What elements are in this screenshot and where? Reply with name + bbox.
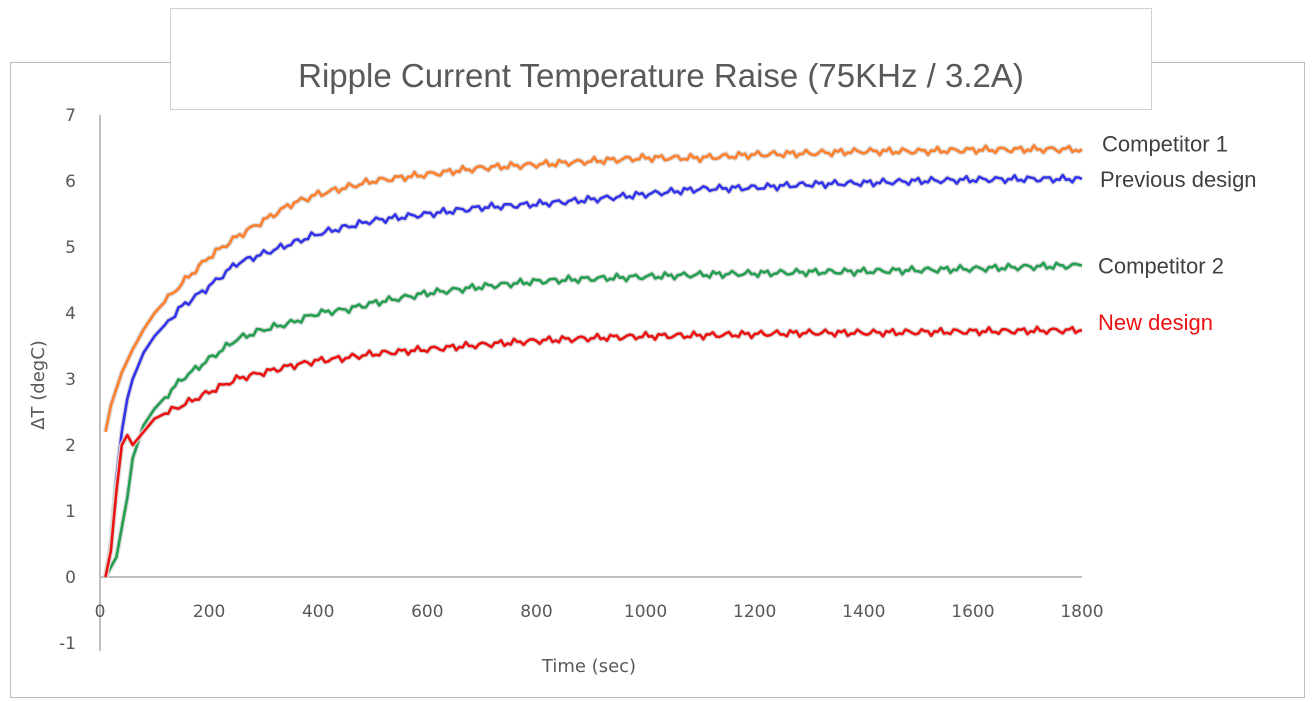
y-tick-label: -1 xyxy=(59,634,76,654)
x-tick-label: 1400 xyxy=(842,602,885,622)
y-tick-label: 6 xyxy=(65,172,76,192)
x-tick-label: 1600 xyxy=(951,602,994,622)
x-tick-label: 200 xyxy=(193,602,225,622)
y-tick-label: 2 xyxy=(65,436,76,456)
x-tick-label: 1800 xyxy=(1060,602,1103,622)
y-tick-label: 1 xyxy=(65,502,76,522)
y-tick-label: 4 xyxy=(65,304,76,324)
x-axis-label: Time (sec) xyxy=(541,656,636,677)
x-tick-label: 600 xyxy=(411,602,443,622)
title-box: Ripple Current Temperature Raise (75KHz … xyxy=(170,8,1152,110)
series-label-new-design: New design xyxy=(1098,310,1213,335)
y-tick-label: 0 xyxy=(65,568,76,588)
series-halo xyxy=(103,143,1084,433)
series-label-previous-design: Previous design xyxy=(1100,167,1257,192)
y-tick-label: 5 xyxy=(65,238,76,258)
series-halo xyxy=(103,324,1083,578)
chart-frame xyxy=(10,62,1305,698)
series-layer xyxy=(103,143,1084,579)
x-tick-label: 0 xyxy=(95,602,106,622)
x-tick-label: 800 xyxy=(520,602,552,622)
series-line-new-design xyxy=(104,325,1083,578)
series-halo xyxy=(103,260,1083,579)
x-tick-label: 1000 xyxy=(624,602,667,622)
series-labels: Competitor 1 Previous design Competitor 2 N… xyxy=(1098,131,1257,335)
series-label-competitor-2: Competitor 2 xyxy=(1098,253,1224,278)
y-axis-label: ΔT (degC) xyxy=(28,340,49,430)
series-line-competitor-2 xyxy=(104,261,1083,578)
tick-labels: 0 200 400 600 800 1000 1200 1400 1600 1800 -1 0 1 2 3 4… xyxy=(59,106,1104,654)
series-label-competitor-1: Competitor 1 xyxy=(1102,131,1228,156)
y-tick-label: 3 xyxy=(65,370,76,390)
x-tick-label: 1200 xyxy=(733,602,776,622)
series-line-competitor-1 xyxy=(104,144,1083,433)
series-line-previous-design xyxy=(104,173,1083,578)
x-tick-label: 400 xyxy=(302,602,334,622)
y-tick-label: 7 xyxy=(65,106,76,126)
chart-title: Ripple Current Temperature Raise (75KHz … xyxy=(298,57,1024,94)
axes xyxy=(99,115,1082,651)
